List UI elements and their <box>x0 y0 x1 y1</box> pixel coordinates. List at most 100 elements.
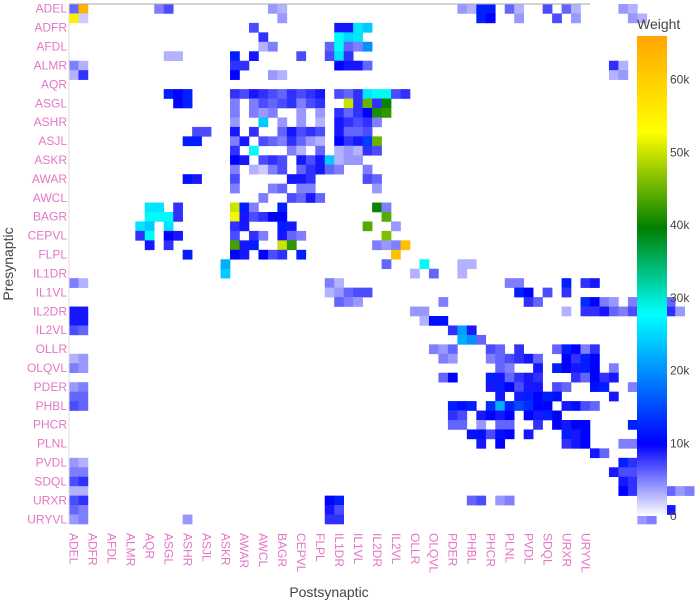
y-tick-label: OLQVL <box>27 361 67 375</box>
heatmap-cell <box>258 32 269 43</box>
heatmap-cell <box>523 297 534 307</box>
y-tick-label: AQR <box>41 77 67 91</box>
heatmap-cell <box>599 448 610 459</box>
heatmap-cell <box>362 108 373 118</box>
colorbar-tick-label: 30k <box>670 291 690 305</box>
heatmap-cell <box>362 60 373 71</box>
heatmap-cell <box>627 420 638 430</box>
heatmap-cell <box>258 136 269 147</box>
heatmap-cell <box>580 278 591 288</box>
heatmap-cell <box>296 108 307 118</box>
heatmap-cell <box>258 164 269 175</box>
heatmap-cell <box>362 117 373 128</box>
colorbar-tick-label: 20k <box>670 364 690 378</box>
heatmap-cell <box>476 495 487 506</box>
heatmap-cell <box>239 240 250 251</box>
heatmap-cell <box>580 297 591 307</box>
colorbar-tick-label: 60k <box>670 73 690 87</box>
heatmap-cell <box>419 316 430 326</box>
heatmap-cell <box>571 363 581 374</box>
heatmap-cell <box>324 155 335 166</box>
heatmap-cell <box>230 70 240 80</box>
heatmap-cell <box>590 297 600 307</box>
heatmap-cell <box>230 98 240 109</box>
heatmap-cell <box>192 174 202 184</box>
heatmap-cell <box>258 212 269 222</box>
colorbar-tick-label: 10k <box>670 436 690 450</box>
heatmap-cell <box>305 155 316 166</box>
heatmap-cell <box>78 382 89 392</box>
heatmap-cell <box>296 98 307 109</box>
heatmap-cell <box>230 212 240 222</box>
heatmap-cell <box>466 259 477 270</box>
heatmap-cell <box>78 505 89 515</box>
heatmap-cell <box>230 164 240 175</box>
heatmap-cell <box>372 89 382 99</box>
heatmap-cell <box>286 174 297 184</box>
heatmap-cell <box>230 221 240 232</box>
heatmap-cell <box>410 306 420 317</box>
heatmap-cell <box>627 382 638 392</box>
heatmap-cell <box>277 89 288 99</box>
heatmap-cell <box>343 60 354 71</box>
heatmap-cell <box>627 13 638 24</box>
heatmap-cell <box>533 297 543 307</box>
heatmap-cell <box>315 98 326 109</box>
heatmap-cell <box>144 212 155 222</box>
heatmap-cell <box>457 420 468 430</box>
heatmap-cell <box>618 60 629 71</box>
heatmap-cell <box>353 98 363 109</box>
heatmap-cell <box>495 429 506 440</box>
heatmap-cell <box>343 126 354 137</box>
heatmap-cell <box>135 230 146 241</box>
heatmap-cell <box>447 401 458 411</box>
heatmap-cell <box>495 438 506 449</box>
heatmap-cell <box>315 193 326 203</box>
heatmap-cell <box>78 401 89 411</box>
heatmap-cell <box>523 372 534 383</box>
heatmap-cell <box>69 70 79 80</box>
y-tick-label: PLNL <box>37 437 67 451</box>
heatmap-cell <box>154 202 165 213</box>
heatmap-cell <box>163 240 174 251</box>
heatmap-cell <box>305 174 316 184</box>
heatmap-cell <box>353 136 363 147</box>
y-tick-label: AWAR <box>32 172 67 186</box>
heatmap-cell <box>173 212 183 222</box>
heatmap-cell <box>305 183 316 194</box>
heatmap-cell <box>334 164 345 175</box>
heatmap-cell <box>69 467 79 478</box>
heatmap-cell <box>334 22 345 33</box>
heatmap-cell <box>277 230 288 241</box>
heatmap-cell <box>69 363 79 374</box>
heatmap-cell <box>343 297 354 307</box>
heatmap-cell <box>334 278 345 288</box>
heatmap-cell <box>561 287 572 298</box>
heatmap-cell <box>69 486 79 496</box>
heatmap-cell <box>296 51 307 62</box>
heatmap-cell <box>391 221 401 232</box>
x-tick-label: IL2DR <box>370 533 384 567</box>
y-tick-label: AWCL <box>33 191 68 205</box>
heatmap-cell <box>78 353 89 364</box>
heatmap-cell <box>239 89 250 99</box>
heatmap-cell <box>78 306 89 317</box>
heatmap-cell <box>334 108 345 118</box>
heatmap-cell <box>258 108 269 118</box>
heatmap-cell <box>637 514 648 525</box>
heatmap-cell <box>267 249 278 260</box>
heatmap-cell <box>305 193 316 203</box>
heatmap-cell <box>258 193 269 203</box>
heatmap-cell <box>533 420 543 430</box>
heatmap-cell <box>438 372 449 383</box>
heatmap-cell <box>381 98 392 109</box>
heatmap-cell <box>590 278 600 288</box>
heatmap-cell <box>182 514 193 525</box>
heatmap-cell <box>286 145 297 156</box>
heatmap-cell <box>353 108 363 118</box>
heatmap-cell <box>504 363 515 374</box>
heatmap-cell <box>324 287 335 298</box>
heatmap-cell <box>144 202 155 213</box>
heatmap-cell <box>248 126 259 137</box>
